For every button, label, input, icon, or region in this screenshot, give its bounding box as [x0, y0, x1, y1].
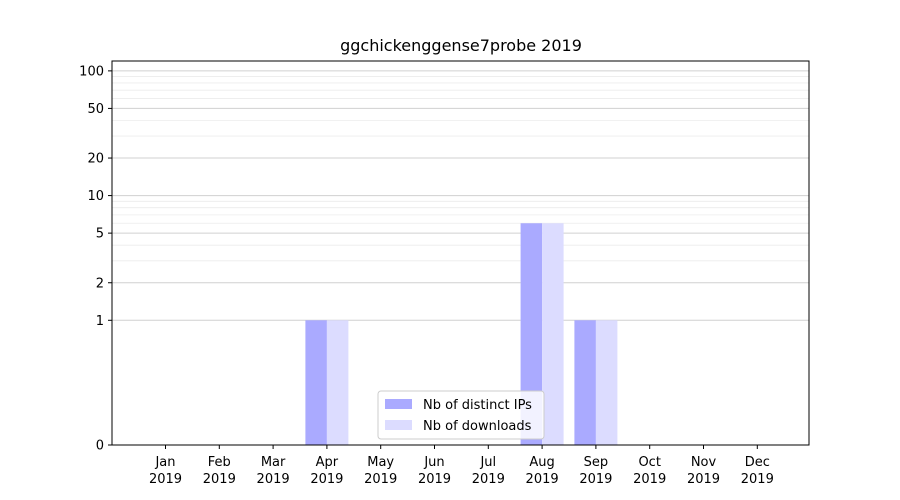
bar-distinct-ips: [520, 223, 543, 445]
x-axis: Jan 2019 Feb 2019 Mar 2019 Apr 2019 May 2019 Jun 20…: [149, 445, 774, 487]
x-tick-label-year: 2019: [741, 472, 774, 487]
x-tick-label-month: Apr: [316, 455, 339, 470]
x-tick-label-month: Aug: [529, 455, 554, 470]
chart-title: ggchickenggense7probe 2019: [340, 36, 582, 55]
x-tick-label-month: Jan: [154, 455, 175, 470]
legend-label: Nb of distinct IPs: [423, 398, 532, 413]
x-tick-label-year: 2019: [418, 472, 451, 487]
x-tick-label-month: Nov: [691, 455, 717, 470]
x-tick-label-month: Jul: [479, 455, 496, 470]
y-tick-label: 50: [87, 102, 104, 117]
bar-distinct-ips: [574, 320, 596, 445]
x-tick-label-month: Feb: [208, 455, 231, 470]
x-tick-label-year: 2019: [633, 472, 666, 487]
y-tick-label: 2: [96, 276, 104, 291]
x-tick-label-year: 2019: [149, 472, 182, 487]
y-tick-label: 10: [87, 189, 104, 204]
y-tick-label: 100: [79, 64, 104, 79]
y-tick-label: 1: [96, 314, 104, 329]
legend-swatch: [385, 420, 412, 430]
plot-frame: [111, 60, 810, 446]
y-axis: 0 1 2 5 10 20 50 100: [79, 64, 112, 454]
x-tick-label-month: Jun: [423, 455, 444, 470]
x-tick-label-year: 2019: [526, 472, 559, 487]
y-tick-label: 0: [96, 439, 104, 454]
bar-downloads: [542, 223, 564, 445]
bars: [305, 223, 618, 445]
bar-distinct-ips: [305, 320, 327, 445]
legend-box: [377, 390, 545, 440]
x-tick-label-month: May: [367, 455, 394, 470]
x-tick-label-year: 2019: [687, 472, 720, 487]
x-tick-label-year: 2019: [364, 472, 397, 487]
x-tick-label-month: Sep: [584, 455, 609, 470]
bar-downloads: [595, 320, 618, 445]
x-tick-label-month: Oct: [638, 455, 660, 470]
legend-label: Nb of downloads: [423, 419, 532, 434]
y-tick-label: 5: [96, 227, 104, 242]
y-tick-label: 20: [87, 152, 104, 167]
bar-downloads: [326, 320, 349, 445]
x-tick-label-month: Dec: [745, 455, 770, 470]
legend: Nb of distinct IPs Nb of downloads: [377, 390, 545, 440]
x-tick-label-year: 2019: [310, 472, 343, 487]
x-tick-label-year: 2019: [203, 472, 236, 487]
grid: [112, 70, 809, 321]
x-tick-label-year: 2019: [472, 472, 505, 487]
x-tick-label-month: Mar: [261, 455, 286, 470]
legend-swatch: [385, 399, 412, 409]
x-tick-label-year: 2019: [257, 472, 290, 487]
x-tick-label-year: 2019: [579, 472, 612, 487]
